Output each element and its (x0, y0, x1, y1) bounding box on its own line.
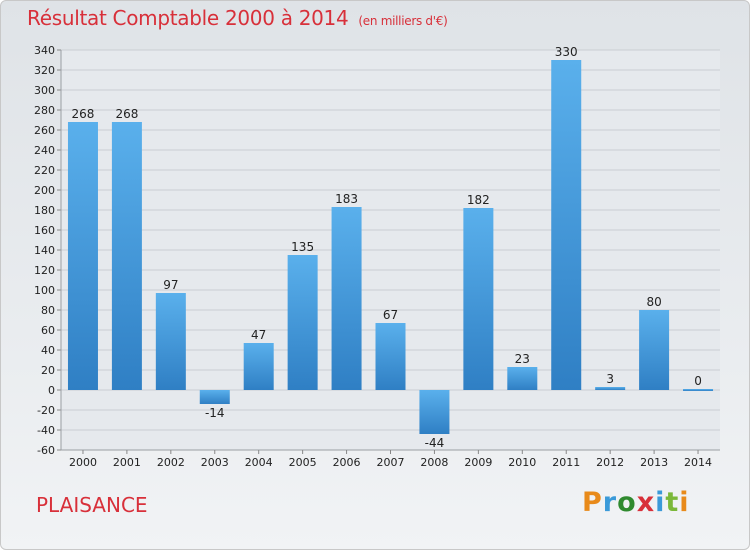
data-label: 3 (606, 372, 614, 386)
y-tick-label: 220 (34, 164, 55, 177)
y-tick-label: -20 (37, 404, 55, 417)
data-label: -14 (205, 406, 225, 420)
x-tick-label: 2006 (333, 456, 361, 469)
data-label: 0 (694, 374, 702, 388)
x-tick-label: 2003 (201, 456, 229, 469)
logo-letter: i (679, 487, 690, 518)
x-tick-label: 2004 (245, 456, 273, 469)
bar (419, 390, 450, 434)
y-tick-label: 40 (41, 344, 55, 357)
x-tick-labels: 2000 2001 2002 2003 2004 2005 2006 2007 2008 2009… (69, 450, 712, 469)
x-tick-label: 2012 (596, 456, 624, 469)
y-tick-label: 260 (34, 124, 55, 137)
data-label: 23 (515, 352, 530, 366)
data-label: 97 (163, 278, 178, 292)
y-tick-label: 280 (34, 104, 55, 117)
x-tick-label: 2002 (157, 456, 185, 469)
y-tick-label: 20 (41, 364, 55, 377)
data-label: 268 (72, 107, 95, 121)
logo-letter: i (655, 487, 666, 518)
logo-letter: x (636, 487, 656, 518)
y-tick-labels: -60 -40 -20 0 20 40 60 80 100 120 140 160 180 200 220 2… (34, 44, 55, 457)
y-tick-label: 140 (34, 244, 55, 257)
bar (595, 387, 626, 390)
bar (155, 293, 186, 390)
data-label: 330 (555, 45, 578, 59)
chart-title: Résultat Comptable 2000 à 2014 (en millie… (27, 6, 448, 30)
chart-subtitle: (en milliers d'€) (358, 14, 448, 28)
logo-letter: o (617, 487, 637, 518)
x-tick-label: 2000 (69, 456, 97, 469)
x-tick-label: 2010 (508, 456, 536, 469)
proxiti-logo: Proxiti (582, 487, 690, 518)
x-tick-label: 2008 (420, 456, 448, 469)
data-label: 182 (467, 193, 490, 207)
x-tick-label: 2001 (113, 456, 141, 469)
y-tick-label: 240 (34, 144, 55, 157)
y-tick-label: 100 (34, 284, 55, 297)
bar (111, 122, 142, 390)
y-tick-label: 160 (34, 224, 55, 237)
y-tick-label: 200 (34, 184, 55, 197)
bar (639, 310, 670, 390)
y-tick-label: 80 (41, 304, 55, 317)
x-tick-label: 2009 (464, 456, 492, 469)
place-name: PLAISANCE (36, 493, 148, 517)
data-label: 268 (115, 107, 138, 121)
data-label: -44 (425, 436, 445, 450)
data-label: 80 (646, 295, 661, 309)
x-tick-label: 2005 (289, 456, 317, 469)
y-tick-label: 180 (34, 204, 55, 217)
x-tick-label: 2014 (684, 456, 712, 469)
bar (287, 255, 318, 390)
y-tick-label: 120 (34, 264, 55, 277)
logo-letter: r (602, 487, 618, 518)
bar (463, 208, 494, 390)
y-tick-label: 60 (41, 324, 55, 337)
y-tick-label: -40 (37, 424, 55, 437)
data-label: 135 (291, 240, 314, 254)
bar (683, 389, 714, 391)
x-tick-label: 2011 (552, 456, 580, 469)
bar (507, 367, 538, 390)
y-tick-label: 340 (34, 44, 55, 57)
chart-title-text: Résultat Comptable 2000 à 2014 (27, 6, 349, 30)
bar (331, 207, 362, 390)
data-label: 67 (383, 308, 398, 322)
logo-letter: P (582, 487, 603, 518)
data-label: 183 (335, 192, 358, 206)
bar (551, 60, 582, 390)
data-labels: 268 268 97 -14 47 135 183 67 -44 182 23 330 3 80 0 (72, 45, 702, 450)
bar (67, 122, 98, 390)
bar (199, 390, 230, 404)
y-tick-label: 320 (34, 64, 55, 77)
bar (375, 323, 406, 390)
bar (243, 343, 274, 390)
logo-letter: t (665, 487, 680, 518)
x-tick-label: 2007 (377, 456, 405, 469)
bars (67, 60, 714, 434)
data-label: 47 (251, 328, 266, 342)
y-tick-label: 300 (34, 84, 55, 97)
y-tick-label: -60 (37, 444, 55, 457)
x-tick-label: 2013 (640, 456, 668, 469)
y-tick-label: 0 (48, 384, 55, 397)
